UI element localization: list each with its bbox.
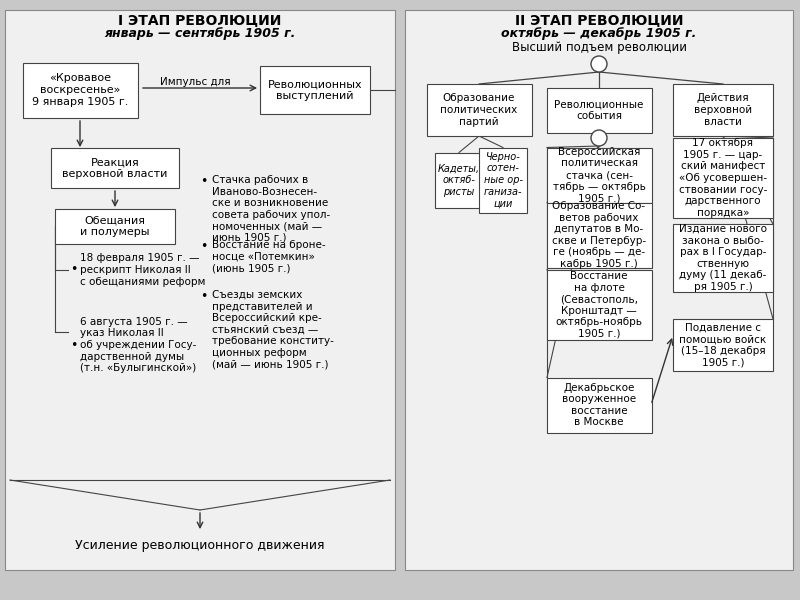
FancyBboxPatch shape bbox=[22, 62, 138, 118]
Text: Действия
верховной
власти: Действия верховной власти bbox=[694, 94, 752, 127]
Text: •: • bbox=[200, 290, 207, 303]
Text: Подавление с
помощью войск
(15–18 декабря
1905 г.): Подавление с помощью войск (15–18 декабр… bbox=[679, 323, 766, 367]
FancyBboxPatch shape bbox=[405, 10, 793, 570]
Text: Стачка рабочих в
Иваново-Вознесен-
ске и возникновение
совета рабочих упол-
номо: Стачка рабочих в Иваново-Вознесен- ске и… bbox=[212, 175, 330, 243]
Text: Высший подъем революции: Высший подъем революции bbox=[511, 40, 686, 53]
Circle shape bbox=[591, 130, 607, 146]
FancyBboxPatch shape bbox=[51, 148, 179, 188]
Text: •: • bbox=[200, 175, 207, 188]
Text: II ЭТАП РЕВОЛЮЦИИ: II ЭТАП РЕВОЛЮЦИИ bbox=[514, 13, 683, 27]
Text: Импульс для: Импульс для bbox=[160, 77, 230, 87]
FancyBboxPatch shape bbox=[55, 208, 175, 244]
FancyBboxPatch shape bbox=[673, 319, 773, 371]
Text: Революционные
события: Революционные события bbox=[554, 99, 644, 121]
FancyBboxPatch shape bbox=[479, 148, 527, 212]
Text: •: • bbox=[70, 263, 78, 277]
Text: Реакция
верховной власти: Реакция верховной власти bbox=[62, 157, 168, 179]
Text: •: • bbox=[70, 338, 78, 352]
Text: Съезды земских
представителей и
Всероссийский кре-
стьянский съезд —
требование : Съезды земских представителей и Всеросси… bbox=[212, 290, 334, 370]
Text: I ЭТАП РЕВОЛЮЦИИ: I ЭТАП РЕВОЛЮЦИИ bbox=[118, 13, 282, 27]
FancyBboxPatch shape bbox=[673, 84, 773, 136]
FancyBboxPatch shape bbox=[260, 66, 370, 114]
Text: «Кровавое
воскресенье»
9 января 1905 г.: «Кровавое воскресенье» 9 января 1905 г. bbox=[32, 73, 128, 107]
FancyBboxPatch shape bbox=[426, 84, 531, 136]
FancyBboxPatch shape bbox=[673, 138, 773, 218]
Text: Восстание на броне-
носце «Потемкин»
(июнь 1905 г.): Восстание на броне- носце «Потемкин» (ию… bbox=[212, 240, 326, 273]
Text: Революционных
выступлений: Революционных выступлений bbox=[268, 79, 362, 101]
FancyBboxPatch shape bbox=[435, 152, 483, 208]
Text: Образование Со-
ветов рабочих
депутатов в Мо-
скве и Петербур-
ге (ноябрь — де-
: Образование Со- ветов рабочих депутатов … bbox=[552, 201, 646, 269]
Text: Декабрьское
вооруженное
восстание
в Москве: Декабрьское вооруженное восстание в Моск… bbox=[562, 383, 636, 427]
Text: Кадеты,
октяб-
ристы: Кадеты, октяб- ристы bbox=[438, 163, 480, 197]
Text: Образование
политических
партий: Образование политических партий bbox=[440, 94, 518, 127]
Text: 18 февраля 1905 г. —
рескрипт Николая II
с обещаниями реформ: 18 февраля 1905 г. — рескрипт Николая II… bbox=[80, 253, 206, 287]
FancyBboxPatch shape bbox=[546, 148, 651, 202]
Text: Восстание
на флоте
(Севастополь,
Кронштадт —
октябрь-ноябрь
1905 г.): Восстание на флоте (Севастополь, Кроншта… bbox=[555, 271, 642, 339]
Text: Черно-
сотен-
ные ор-
ганиза-
ции: Черно- сотен- ные ор- ганиза- ции bbox=[483, 152, 522, 208]
Text: Всероссийская
политическая
стачка (сен-
тябрь — октябрь
1905 г.): Всероссийская политическая стачка (сен- … bbox=[553, 147, 646, 203]
FancyBboxPatch shape bbox=[5, 10, 395, 570]
Text: 17 октября
1905 г. — цар-
ский манифест
«Об усовершен-
ствовании госу-
дарственн: 17 октября 1905 г. — цар- ский манифест … bbox=[679, 138, 767, 218]
Text: январь — сентябрь 1905 г.: январь — сентябрь 1905 г. bbox=[104, 28, 296, 40]
Circle shape bbox=[591, 56, 607, 72]
FancyBboxPatch shape bbox=[673, 224, 773, 292]
FancyBboxPatch shape bbox=[546, 202, 651, 268]
Text: •: • bbox=[200, 240, 207, 253]
Text: октябрь — декабрь 1905 г.: октябрь — декабрь 1905 г. bbox=[502, 28, 697, 40]
FancyBboxPatch shape bbox=[546, 270, 651, 340]
Text: Обещания
и полумеры: Обещания и полумеры bbox=[80, 215, 150, 237]
Text: Усиление революционного движения: Усиление революционного движения bbox=[75, 539, 325, 553]
Text: Издание нового
закона о выбо-
рах в I Государ-
ственную
думу (11 декаб-
ря 1905 : Издание нового закона о выбо- рах в I Го… bbox=[679, 224, 767, 292]
Text: 6 августа 1905 г. —
указ Николая II
об учреждении Госу-
дарственной думы
(т.н. «: 6 августа 1905 г. — указ Николая II об у… bbox=[80, 317, 196, 373]
FancyBboxPatch shape bbox=[546, 88, 651, 133]
FancyBboxPatch shape bbox=[546, 377, 651, 433]
